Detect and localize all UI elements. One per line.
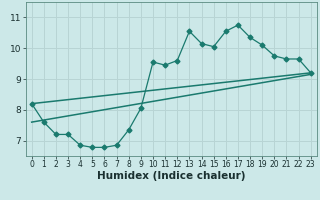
X-axis label: Humidex (Indice chaleur): Humidex (Indice chaleur) (97, 171, 245, 181)
